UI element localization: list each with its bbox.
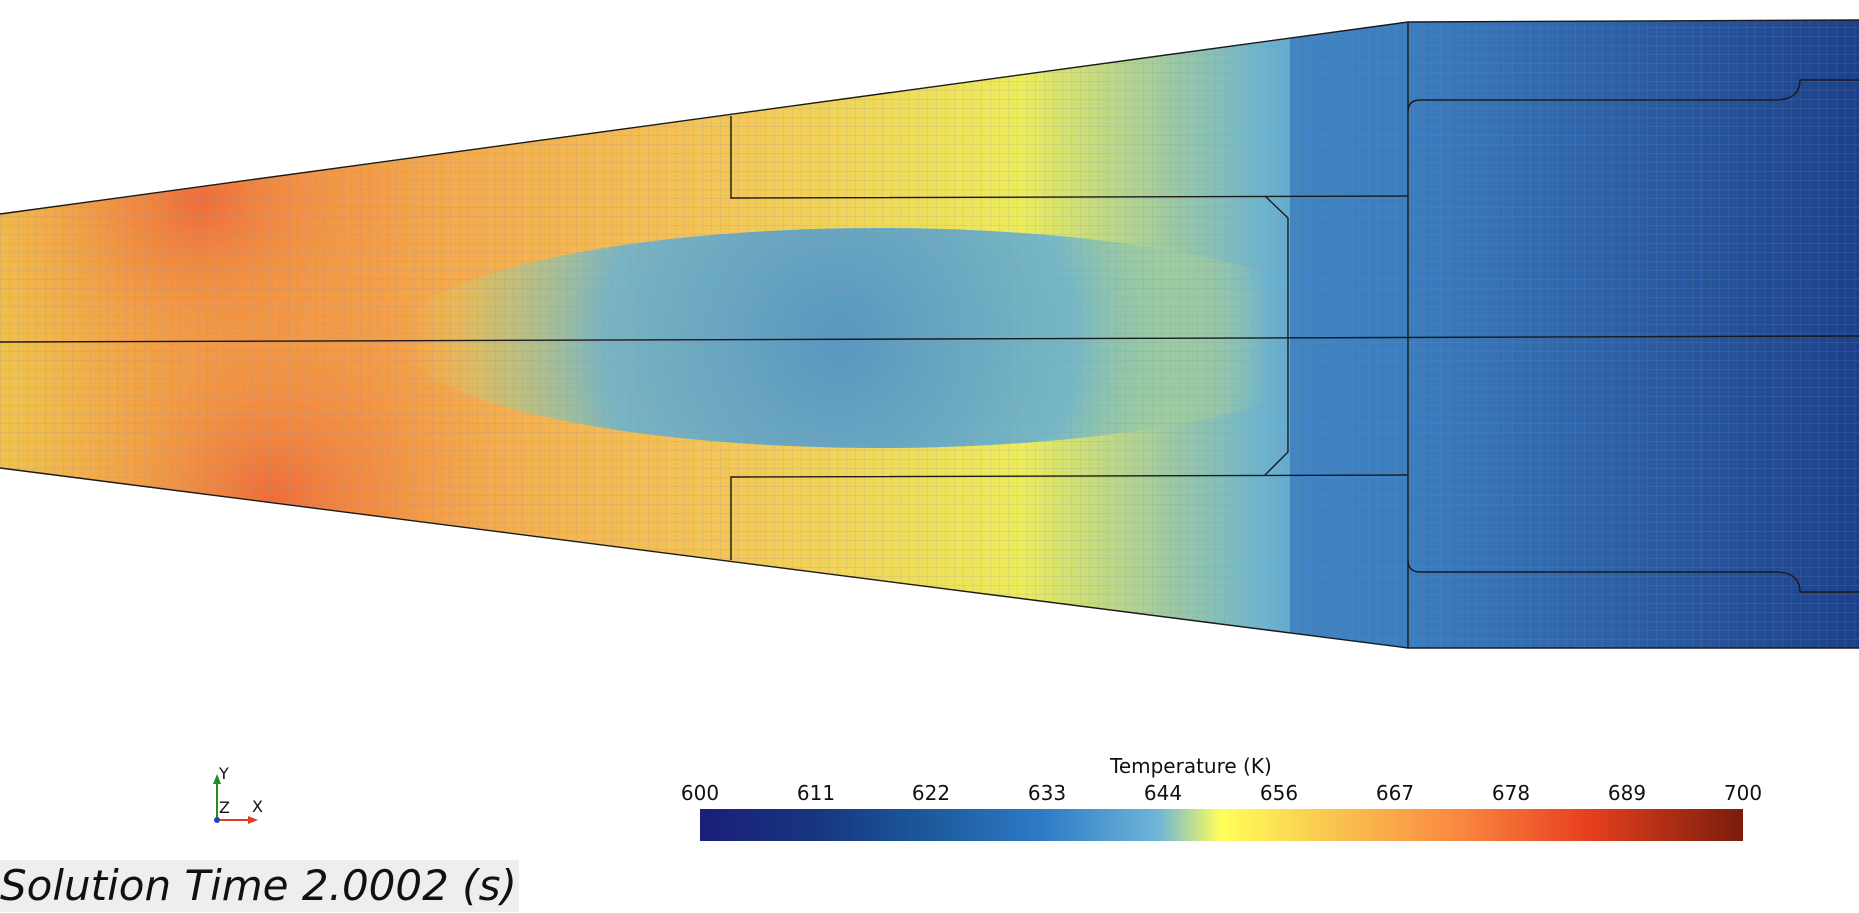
z-axis-dot: [214, 817, 220, 823]
colorbar-tick: 622: [911, 781, 951, 805]
colorbar-tick: 678: [1491, 781, 1531, 805]
colorbar-tick: 656: [1259, 781, 1299, 805]
colorbar-tick: 667: [1375, 781, 1415, 805]
colorbar-tick: 689: [1607, 781, 1647, 805]
z-axis-label: Z: [219, 798, 230, 817]
axes-triad: [213, 774, 258, 824]
colorbar-gradient: [700, 809, 1743, 841]
colorbar-tick: 611: [796, 781, 836, 805]
colorbar-tick: 700: [1723, 781, 1763, 805]
colorbar-tick: 600: [680, 781, 720, 805]
colorbar-tick: 644: [1143, 781, 1183, 805]
x-axis-label: X: [252, 797, 263, 816]
y-axis-label: Y: [219, 764, 229, 783]
geometry-outline: [0, 19, 1859, 649]
colorbar-tick: 633: [1027, 781, 1067, 805]
solution-time-label: Solution Time 2.0002 (s): [0, 860, 519, 912]
colorbar-title: Temperature (K): [1110, 754, 1272, 778]
contour-field: [0, 20, 1859, 648]
